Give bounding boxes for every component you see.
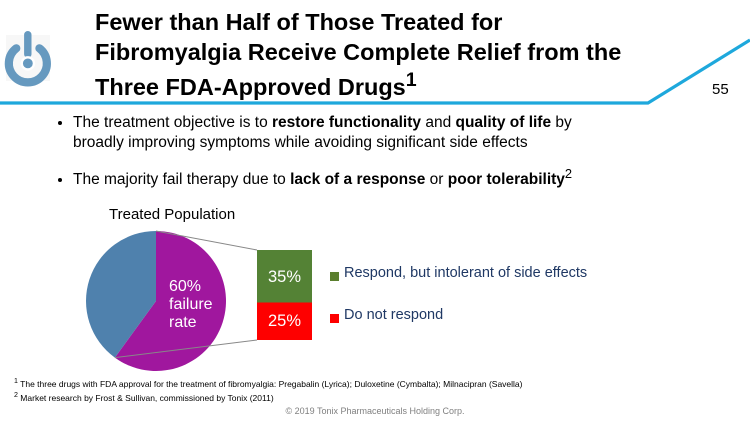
svg-text:25%: 25% (268, 312, 301, 330)
svg-text:60%: 60% (169, 278, 201, 295)
svg-text:rate: rate (169, 314, 197, 331)
svg-text:failure: failure (169, 296, 213, 313)
svg-text:35%: 35% (268, 268, 301, 286)
